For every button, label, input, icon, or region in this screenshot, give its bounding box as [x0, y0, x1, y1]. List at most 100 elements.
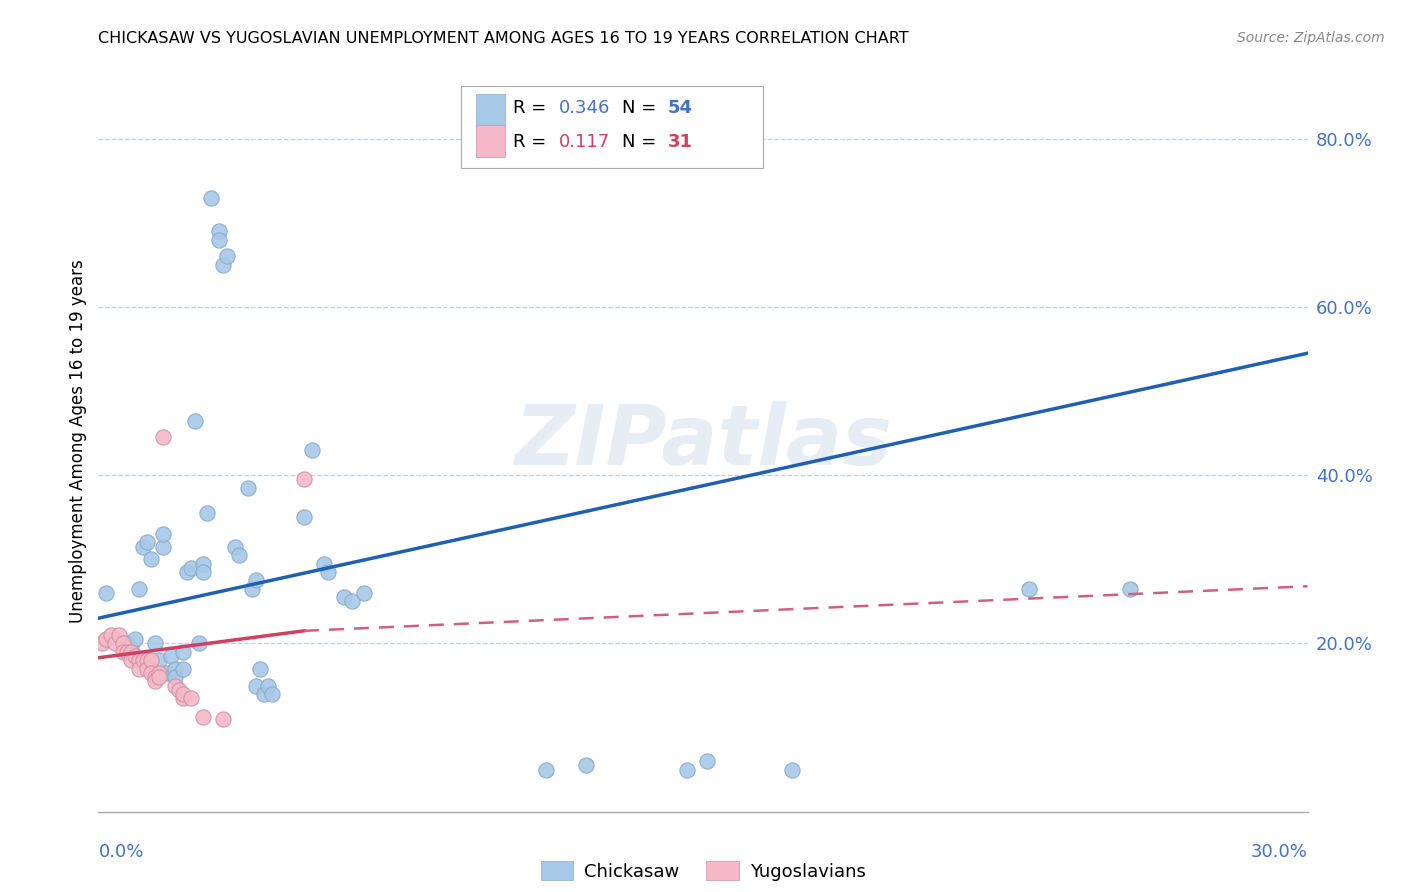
Point	[208, 233, 231, 247]
Point	[200, 190, 222, 204]
Point	[91, 636, 114, 650]
Point	[292, 510, 315, 524]
Text: N =: N =	[621, 99, 662, 118]
Point	[188, 636, 211, 650]
FancyBboxPatch shape	[475, 125, 505, 157]
Point	[132, 540, 155, 554]
Point	[314, 557, 336, 571]
Text: 0.346: 0.346	[560, 99, 610, 118]
Point	[128, 653, 150, 667]
Point	[253, 687, 276, 701]
Point	[180, 560, 202, 574]
Point	[342, 594, 364, 608]
Point	[1018, 582, 1040, 596]
Point	[152, 540, 174, 554]
Text: Source: ZipAtlas.com: Source: ZipAtlas.com	[1237, 31, 1385, 45]
Point	[135, 535, 157, 549]
Point	[256, 679, 278, 693]
Point	[575, 758, 598, 772]
Point	[333, 590, 356, 604]
Point	[120, 653, 142, 667]
Point	[534, 763, 557, 777]
Point	[353, 586, 375, 600]
Point	[148, 653, 170, 667]
FancyBboxPatch shape	[475, 94, 505, 126]
Point	[135, 662, 157, 676]
Text: 31: 31	[668, 133, 693, 151]
Point	[163, 679, 186, 693]
Point	[160, 649, 183, 664]
Point	[292, 472, 315, 486]
Text: R =: R =	[513, 99, 553, 118]
Point	[163, 662, 186, 676]
Point	[245, 574, 267, 588]
Point	[228, 548, 250, 562]
Point	[100, 628, 122, 642]
Point	[96, 586, 118, 600]
Point	[148, 670, 170, 684]
Point	[111, 636, 134, 650]
Text: N =: N =	[621, 133, 662, 151]
Point	[120, 645, 142, 659]
Text: R =: R =	[513, 133, 558, 151]
Point	[301, 442, 323, 457]
Point	[780, 763, 803, 777]
FancyBboxPatch shape	[461, 87, 763, 168]
Point	[128, 662, 150, 676]
Point	[132, 653, 155, 667]
Text: 30.0%: 30.0%	[1251, 843, 1308, 861]
Point	[249, 662, 271, 676]
Point	[96, 632, 118, 647]
Point	[139, 653, 162, 667]
Point	[120, 640, 142, 655]
Point	[212, 258, 235, 272]
Y-axis label: Unemployment Among Ages 16 to 19 years: Unemployment Among Ages 16 to 19 years	[69, 260, 87, 624]
Point	[152, 430, 174, 444]
Point	[212, 712, 235, 726]
Point	[208, 224, 231, 238]
Point	[152, 527, 174, 541]
Point	[172, 687, 194, 701]
Point	[676, 763, 699, 777]
Text: ZIPatlas: ZIPatlas	[515, 401, 891, 482]
Point	[148, 665, 170, 680]
Point	[115, 645, 138, 659]
Point	[143, 670, 166, 684]
Point	[180, 691, 202, 706]
Point	[195, 506, 218, 520]
Point	[156, 665, 179, 680]
Point	[107, 628, 129, 642]
Point	[184, 413, 207, 427]
Point	[193, 557, 215, 571]
Point	[135, 653, 157, 667]
Point	[193, 565, 215, 579]
Text: 0.0%: 0.0%	[98, 843, 143, 861]
Point	[245, 679, 267, 693]
Point	[316, 565, 339, 579]
Point	[240, 582, 263, 596]
Text: 54: 54	[668, 99, 693, 118]
Point	[128, 582, 150, 596]
Point	[103, 636, 125, 650]
Point	[167, 682, 190, 697]
Point	[172, 662, 194, 676]
Point	[172, 645, 194, 659]
Point	[224, 540, 246, 554]
Point	[139, 552, 162, 566]
Point	[143, 674, 166, 689]
Point	[139, 665, 162, 680]
Legend: Chickasaw, Yugoslavians: Chickasaw, Yugoslavians	[533, 854, 873, 888]
Point	[193, 709, 215, 723]
Point	[217, 249, 239, 264]
Point	[696, 754, 718, 768]
Point	[115, 636, 138, 650]
Point	[124, 649, 146, 664]
Text: CHICKASAW VS YUGOSLAVIAN UNEMPLOYMENT AMONG AGES 16 TO 19 YEARS CORRELATION CHAR: CHICKASAW VS YUGOSLAVIAN UNEMPLOYMENT AM…	[98, 31, 910, 46]
Point	[236, 481, 259, 495]
Point	[172, 691, 194, 706]
Text: 0.117: 0.117	[560, 133, 610, 151]
Point	[176, 565, 198, 579]
Point	[1119, 582, 1142, 596]
Point	[163, 670, 186, 684]
Point	[111, 645, 134, 659]
